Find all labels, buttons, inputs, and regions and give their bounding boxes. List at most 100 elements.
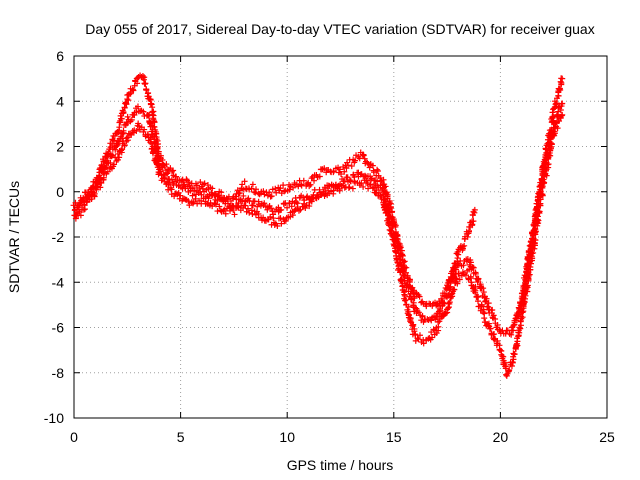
y-tick-label: -6 — [52, 320, 65, 336]
data-point — [338, 171, 345, 178]
data-point — [383, 209, 390, 216]
data-point — [360, 152, 367, 159]
data-point — [498, 347, 505, 354]
data-point — [239, 181, 246, 188]
data-point — [401, 258, 408, 265]
data-point — [448, 291, 455, 298]
data-point — [260, 214, 267, 221]
data-point — [461, 242, 468, 249]
data-point — [216, 203, 223, 210]
data-point — [432, 313, 439, 320]
data-point — [472, 270, 479, 277]
data-point — [548, 141, 555, 148]
data-point — [154, 160, 161, 167]
data-point — [525, 257, 532, 264]
x-axis-label: GPS time / hours — [287, 457, 394, 473]
data-point — [508, 331, 515, 338]
data-point — [435, 323, 442, 330]
data-point — [117, 119, 124, 126]
data-point — [231, 211, 238, 218]
data-point — [118, 146, 125, 153]
data-point — [261, 200, 268, 207]
data-point — [521, 291, 528, 298]
data-point — [149, 143, 156, 150]
data-point — [177, 192, 184, 199]
data-point — [336, 166, 343, 173]
data-point — [244, 205, 251, 212]
data-point — [130, 87, 137, 94]
chart-title: Day 055 of 2017, Sidereal Day-to-day VTE… — [85, 21, 594, 37]
data-point — [307, 181, 314, 188]
data-point — [289, 212, 296, 219]
data-point — [298, 181, 305, 188]
data-point — [548, 126, 555, 133]
data-point — [266, 189, 273, 196]
data-point — [80, 206, 87, 213]
axis-ticks — [73, 55, 608, 419]
data-point — [370, 169, 377, 176]
data-point — [290, 184, 297, 191]
tick-labels: 0 5 10 15 20 25 -10 -8 -6 -4 -2 0 2 4 6 — [44, 48, 615, 445]
x-tick-label: 10 — [279, 429, 295, 445]
data-point — [272, 185, 279, 192]
data-point — [104, 168, 111, 175]
data-point — [389, 224, 396, 231]
data-point — [538, 183, 545, 190]
data-point — [277, 215, 284, 222]
data-point — [481, 310, 488, 317]
data-point — [346, 177, 353, 184]
data-point — [390, 234, 397, 241]
data-point — [215, 192, 222, 199]
grid — [74, 56, 607, 418]
data-point — [374, 166, 381, 173]
data-point — [416, 332, 423, 339]
data-point — [143, 86, 150, 93]
data-point — [303, 202, 310, 209]
data-point — [406, 283, 413, 290]
data-point — [164, 170, 171, 177]
y-tick-label: -4 — [52, 274, 65, 290]
data-point — [221, 206, 228, 213]
data-point — [503, 371, 510, 378]
x-tick-label: 5 — [177, 429, 185, 445]
data-point — [214, 208, 221, 215]
data-point — [455, 251, 462, 258]
data-point — [278, 206, 285, 213]
data-point — [536, 192, 543, 199]
data-point — [277, 185, 284, 192]
data-point — [398, 278, 405, 285]
data-point — [173, 173, 180, 180]
data-point — [559, 100, 566, 107]
data-point — [252, 189, 259, 196]
data-point — [510, 356, 517, 363]
data-point — [278, 220, 285, 227]
data-point — [556, 85, 563, 92]
data-point — [559, 111, 566, 118]
data-point — [168, 176, 175, 183]
data-point — [478, 303, 485, 310]
data-point — [491, 331, 498, 338]
data-point — [306, 183, 313, 190]
data-point — [116, 124, 123, 131]
data-point — [436, 306, 443, 313]
data-point — [147, 136, 154, 143]
data-point — [471, 206, 478, 213]
data-point — [115, 138, 122, 145]
data-point — [224, 200, 231, 207]
data-point — [346, 184, 353, 191]
data-point — [419, 313, 426, 320]
data-point — [128, 116, 135, 123]
data-point — [180, 182, 187, 189]
data-point — [539, 163, 546, 170]
data-points — [70, 72, 566, 379]
data-point — [524, 269, 531, 276]
data-point — [415, 309, 422, 316]
data-point — [124, 134, 131, 141]
data-point — [475, 275, 482, 282]
data-point — [391, 242, 398, 249]
data-point — [541, 161, 548, 168]
data-point — [393, 249, 400, 256]
data-point — [157, 168, 164, 175]
data-point — [411, 328, 418, 335]
